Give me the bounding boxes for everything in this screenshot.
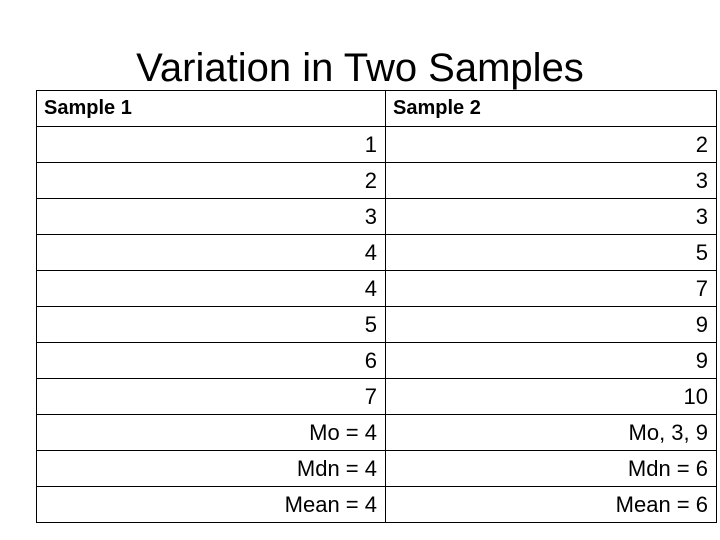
sample-1-mean: Mean = 4 [36, 486, 386, 523]
sample-1-value: 7 [36, 378, 386, 415]
table-row: 5 9 [36, 306, 717, 343]
sample-2-value: 3 [385, 162, 717, 199]
header-sample-2: Sample 2 [385, 90, 717, 127]
table-row: 4 7 [36, 270, 717, 307]
sample-1-value: 4 [36, 234, 386, 271]
table-header-row: Sample 1 Sample 2 [36, 90, 717, 127]
table-row: 4 5 [36, 234, 717, 271]
sample-2-median: Mdn = 6 [385, 450, 717, 487]
sample-2-mean: Mean = 6 [385, 486, 717, 523]
sample-1-value: 3 [36, 198, 386, 235]
sample-2-value: 9 [385, 342, 717, 379]
sample-1-value: 6 [36, 342, 386, 379]
samples-table-body: Sample 1 Sample 2 1 2 2 3 3 3 4 5 4 7 5 … [36, 90, 717, 523]
table-row: 6 9 [36, 342, 717, 379]
sample-1-value: 1 [36, 126, 386, 163]
table-row-mean: Mean = 4 Mean = 6 [36, 486, 717, 523]
slide-title: Variation in Two Samples [136, 46, 584, 90]
table-row-median: Mdn = 4 Mdn = 6 [36, 450, 717, 487]
sample-1-median: Mdn = 4 [36, 450, 386, 487]
header-sample-1: Sample 1 [36, 90, 386, 127]
sample-2-value: 5 [385, 234, 717, 271]
sample-1-value: 4 [36, 270, 386, 307]
sample-2-value: 2 [385, 126, 717, 163]
table-row: 3 3 [36, 198, 717, 235]
sample-2-value: 3 [385, 198, 717, 235]
table-row-mode: Mo = 4 Mo, 3, 9 [36, 414, 717, 451]
sample-2-value: 9 [385, 306, 717, 343]
sample-1-value: 2 [36, 162, 386, 199]
sample-1-value: 5 [36, 306, 386, 343]
sample-2-mode: Mo, 3, 9 [385, 414, 717, 451]
sample-1-mode: Mo = 4 [36, 414, 386, 451]
samples-table: Sample 1 Sample 2 1 2 2 3 3 3 4 5 4 7 5 … [36, 90, 717, 523]
table-row: 2 3 [36, 162, 717, 199]
sample-2-value: 10 [385, 378, 717, 415]
table-row: 1 2 [36, 126, 717, 163]
table-row: 7 10 [36, 378, 717, 415]
sample-2-value: 7 [385, 270, 717, 307]
